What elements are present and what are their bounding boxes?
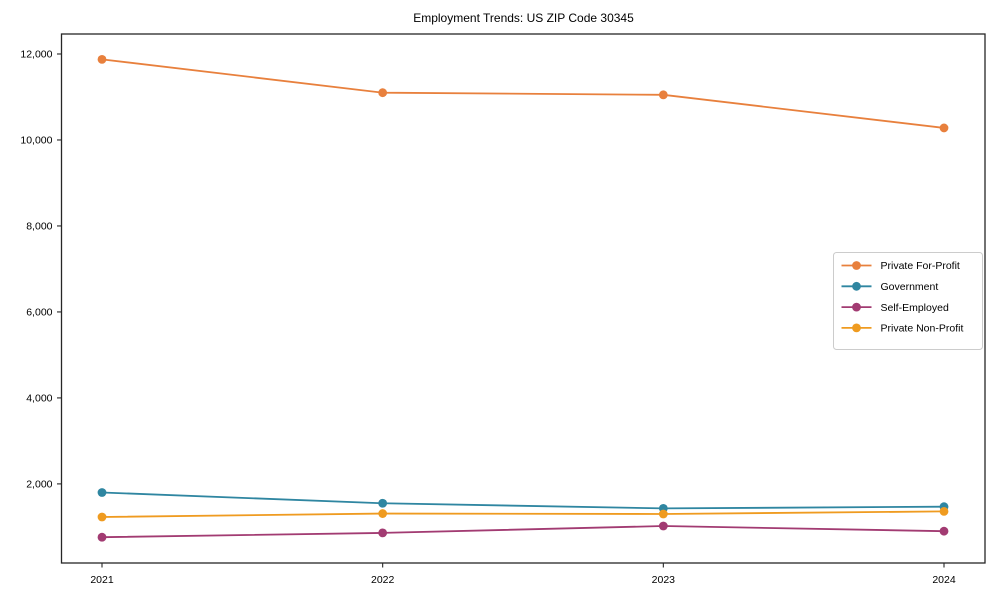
y-tick-label: 6,000 <box>26 307 52 319</box>
data-point <box>939 123 949 133</box>
legend-marker <box>852 281 861 291</box>
legend-label: Private For-Profit <box>881 260 960 272</box>
x-tick-label: 2022 <box>371 574 395 586</box>
data-point <box>97 488 107 497</box>
data-point <box>939 507 949 516</box>
data-point <box>939 526 949 536</box>
data-point <box>97 54 107 64</box>
plot-frame <box>60 33 986 564</box>
y-tick-label: 10,000 <box>20 135 52 147</box>
legend-label: Private Non-Profit <box>881 323 964 335</box>
data-point <box>378 88 388 98</box>
legend-label: Self-Employed <box>881 302 949 314</box>
x-tick-label: 2021 <box>90 574 114 586</box>
legend-marker <box>852 261 861 270</box>
y-tick-label: 8,000 <box>26 221 52 233</box>
legend-label: Government <box>881 281 939 293</box>
data-point <box>658 521 668 531</box>
legend-marker <box>852 302 861 312</box>
data-point <box>658 509 668 519</box>
y-tick-label: 2,000 <box>26 479 52 491</box>
data-point <box>378 498 388 508</box>
series-line-self-employed <box>101 525 945 539</box>
x-tick-label: 2024 <box>932 574 956 586</box>
data-point <box>658 90 668 100</box>
legend-box <box>833 252 983 350</box>
y-tick-label: 4,000 <box>26 393 52 405</box>
y-tick-label: 12,000 <box>20 49 52 61</box>
chart-title: Employment Trends: US ZIP Code 30345 <box>413 11 634 25</box>
legend-marker <box>852 323 861 333</box>
x-tick-label: 2023 <box>652 574 676 586</box>
series-line-private-non-profit <box>101 510 945 518</box>
series-line-private-for-profit <box>101 58 945 129</box>
data-point <box>97 512 107 522</box>
data-point <box>378 528 388 538</box>
data-point <box>97 532 107 542</box>
series-line-government <box>101 491 945 510</box>
data-point <box>378 509 388 518</box>
